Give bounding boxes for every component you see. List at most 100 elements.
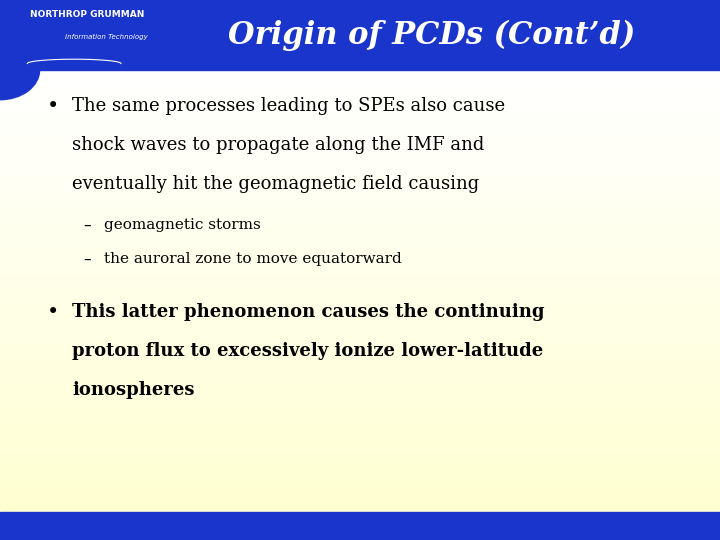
- Bar: [0, 70, 720, 72]
- Bar: [0, 326, 720, 328]
- Bar: [0, 220, 720, 222]
- Bar: [0, 242, 720, 245]
- Bar: [0, 338, 720, 340]
- Bar: [0, 190, 720, 192]
- Bar: [0, 136, 720, 139]
- Bar: [0, 110, 720, 112]
- Bar: [0, 441, 720, 443]
- Bar: [0, 238, 720, 240]
- Bar: [0, 285, 720, 287]
- Bar: [0, 107, 720, 110]
- Bar: [0, 435, 720, 437]
- Bar: [0, 475, 720, 477]
- Bar: [0, 311, 720, 313]
- Bar: [0, 187, 720, 190]
- Bar: [0, 406, 720, 408]
- Bar: [0, 404, 720, 406]
- Bar: [0, 273, 720, 275]
- Bar: [0, 117, 720, 119]
- Bar: [0, 180, 720, 183]
- Bar: [0, 143, 720, 145]
- Bar: [0, 139, 720, 141]
- Bar: [0, 282, 720, 285]
- Bar: [0, 0, 720, 70]
- Bar: [0, 275, 720, 278]
- Bar: [0, 207, 720, 209]
- Bar: [0, 205, 720, 207]
- Bar: [0, 212, 720, 214]
- Bar: [0, 123, 720, 125]
- Bar: [0, 423, 720, 426]
- Bar: [0, 170, 720, 172]
- Bar: [0, 494, 720, 497]
- Text: the auroral zone to move equatorward: the auroral zone to move equatorward: [104, 252, 402, 266]
- Bar: [0, 402, 720, 404]
- Text: shock waves to propagate along the IMF and: shock waves to propagate along the IMF a…: [72, 136, 485, 154]
- Bar: [0, 287, 720, 289]
- Bar: [0, 200, 720, 202]
- Bar: [0, 262, 720, 265]
- Bar: [0, 105, 720, 107]
- Bar: [0, 415, 720, 417]
- Text: –: –: [83, 252, 91, 267]
- Bar: [0, 364, 720, 366]
- Bar: [0, 331, 720, 333]
- Bar: [0, 174, 720, 176]
- Bar: [0, 289, 720, 291]
- Bar: [0, 455, 720, 457]
- Bar: [0, 183, 720, 185]
- Bar: [0, 271, 720, 273]
- Bar: [0, 390, 720, 393]
- Bar: [0, 468, 720, 470]
- Bar: [0, 346, 720, 348]
- Bar: [0, 457, 720, 459]
- Text: This latter phenomenon causes the continuing: This latter phenomenon causes the contin…: [72, 303, 544, 321]
- Bar: [0, 75, 720, 77]
- Bar: [0, 145, 720, 147]
- Bar: [0, 485, 720, 488]
- Bar: [0, 103, 720, 105]
- Bar: [0, 384, 720, 386]
- Bar: [0, 463, 720, 465]
- Bar: [0, 150, 720, 152]
- Bar: [0, 94, 720, 97]
- Bar: [0, 119, 720, 121]
- Text: geomagnetic storms: geomagnetic storms: [104, 218, 261, 232]
- Bar: [0, 479, 720, 481]
- Bar: [0, 501, 720, 503]
- Bar: [0, 477, 720, 479]
- Bar: [0, 340, 720, 342]
- Bar: [0, 265, 720, 267]
- Bar: [0, 233, 720, 236]
- Bar: [0, 324, 720, 326]
- Text: NORTHROP GRUMMAN: NORTHROP GRUMMAN: [30, 10, 145, 19]
- Bar: [0, 382, 720, 384]
- Bar: [0, 278, 720, 280]
- Bar: [0, 163, 720, 165]
- Bar: [0, 229, 720, 231]
- Bar: [0, 360, 720, 362]
- Bar: [0, 428, 720, 430]
- Bar: [0, 448, 720, 450]
- Bar: [0, 368, 720, 370]
- Bar: [0, 141, 720, 143]
- Bar: [0, 488, 720, 490]
- Bar: [0, 497, 720, 499]
- Bar: [0, 433, 720, 435]
- Bar: [0, 459, 720, 461]
- Bar: [0, 410, 720, 413]
- Bar: [0, 328, 720, 331]
- Bar: [0, 152, 720, 154]
- Bar: [0, 81, 720, 83]
- Bar: [0, 421, 720, 423]
- Bar: [0, 134, 720, 136]
- Bar: [0, 399, 720, 402]
- Bar: [0, 97, 720, 99]
- Bar: [0, 362, 720, 364]
- Bar: [0, 342, 720, 344]
- Bar: [0, 386, 720, 388]
- Bar: [0, 426, 720, 428]
- Bar: [0, 87, 720, 90]
- Bar: [0, 130, 720, 132]
- Bar: [0, 249, 720, 251]
